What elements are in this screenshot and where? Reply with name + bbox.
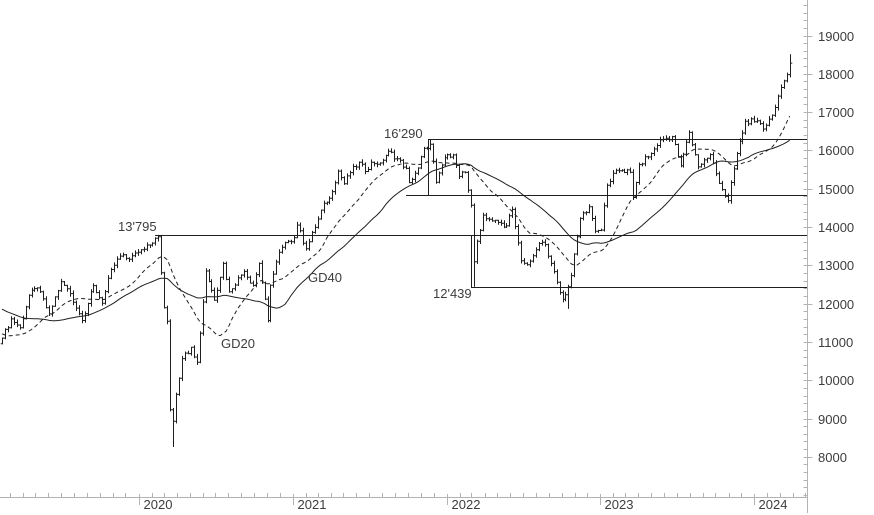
x-axis-year-label: 2024 xyxy=(759,497,788,512)
x-axis-year-label: 2021 xyxy=(298,497,327,512)
gd20-line xyxy=(1,115,791,337)
ohlc-bars xyxy=(0,54,793,447)
y-axis-tick-label: 10000 xyxy=(818,373,854,388)
y-axis-tick-label: 11000 xyxy=(818,335,853,350)
y-axis-tick-label: 18000 xyxy=(818,67,854,82)
x-axis: 2020 2021 2022 2023 2024 xyxy=(0,493,808,512)
ma-gd40 xyxy=(1,139,790,322)
y-axis-tick-label: 12000 xyxy=(818,297,854,312)
gd40-line xyxy=(1,139,790,322)
x-axis-year-label: 2023 xyxy=(605,497,634,512)
y-axis-tick-label: 13000 xyxy=(818,258,854,273)
x-axis-year-label: 2022 xyxy=(452,497,481,512)
y-axis-tick-label: 14000 xyxy=(818,220,854,235)
y-axis-tick-label: 19000 xyxy=(818,29,854,44)
level-lines xyxy=(155,139,807,288)
x-axis-year-label: 2020 xyxy=(144,497,173,512)
y-axis-tick-label: 15000 xyxy=(818,182,854,197)
y-axis-tick-label: 8000 xyxy=(818,450,847,465)
price-series xyxy=(0,54,793,447)
y-axis: 8000 9000 10000 11000 12000 13000 14000 15000 16… xyxy=(803,0,854,513)
y-axis-tick-label: 17000 xyxy=(818,105,854,120)
y-axis-tick-label: 9000 xyxy=(818,412,847,427)
ma-gd20 xyxy=(1,115,791,337)
y-axis-tick-label: 16000 xyxy=(818,143,854,158)
